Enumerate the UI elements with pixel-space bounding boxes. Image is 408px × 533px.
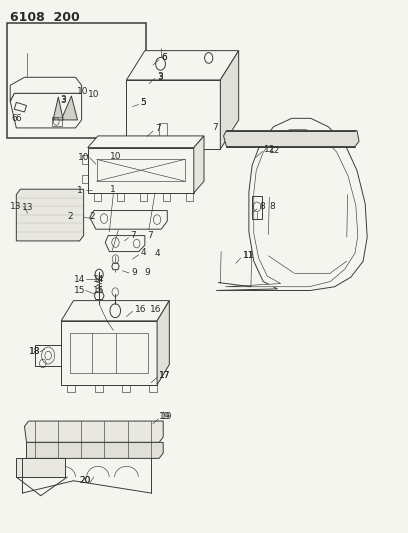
Polygon shape [225, 130, 358, 287]
Bar [94, 193, 101, 201]
Polygon shape [112, 263, 119, 270]
Bar [95, 385, 103, 392]
Text: 15: 15 [93, 286, 104, 295]
Text: 10: 10 [110, 152, 122, 161]
Text: 1: 1 [77, 186, 82, 195]
Text: 11: 11 [243, 252, 254, 260]
Text: 19: 19 [159, 413, 171, 421]
Bar [186, 193, 193, 201]
Text: 17: 17 [159, 372, 171, 380]
Bar [117, 193, 124, 201]
Bar [163, 193, 170, 201]
Bar [52, 117, 62, 126]
Text: 8: 8 [259, 203, 265, 211]
Text: 11: 11 [243, 252, 254, 260]
Text: 6: 6 [11, 115, 17, 123]
Text: 10: 10 [78, 154, 90, 162]
Text: 16: 16 [150, 305, 162, 313]
Polygon shape [88, 136, 204, 148]
Text: 6: 6 [16, 114, 21, 123]
Polygon shape [27, 442, 163, 458]
Bar [149, 385, 157, 392]
Polygon shape [94, 292, 104, 300]
Polygon shape [24, 421, 163, 442]
Text: 13: 13 [10, 203, 22, 211]
Polygon shape [14, 102, 27, 112]
Bar [140, 193, 147, 201]
Bar [70, 333, 148, 373]
Polygon shape [126, 51, 239, 80]
Text: 20: 20 [80, 477, 91, 485]
Text: 1: 1 [110, 185, 116, 193]
Text: 4: 4 [155, 249, 161, 257]
Bar [82, 175, 88, 183]
Bar [7, 23, 146, 138]
Text: 16: 16 [135, 305, 146, 313]
Text: 18: 18 [29, 348, 41, 356]
Polygon shape [10, 93, 82, 128]
Text: 9: 9 [131, 269, 137, 277]
Text: 8: 8 [269, 203, 275, 211]
Text: 2: 2 [90, 213, 95, 221]
Text: 20: 20 [80, 477, 91, 485]
Text: 14: 14 [93, 275, 104, 284]
Text: 6108  200: 6108 200 [10, 11, 80, 23]
Polygon shape [88, 148, 194, 193]
Text: 18: 18 [29, 348, 41, 356]
Text: 7: 7 [155, 125, 161, 133]
Text: 15: 15 [74, 286, 86, 295]
Text: 3: 3 [157, 73, 163, 82]
Polygon shape [105, 236, 145, 252]
Bar [194, 175, 200, 183]
Bar [159, 123, 167, 139]
Polygon shape [16, 458, 65, 477]
Text: 10: 10 [88, 91, 99, 99]
Text: 9: 9 [145, 269, 151, 277]
Text: 14: 14 [74, 275, 86, 284]
Polygon shape [10, 77, 82, 101]
Polygon shape [194, 136, 204, 193]
Bar [82, 155, 88, 164]
Text: 3: 3 [60, 95, 66, 103]
Polygon shape [220, 51, 239, 149]
Polygon shape [35, 345, 61, 366]
Text: 3: 3 [60, 96, 66, 104]
Text: 7: 7 [147, 231, 153, 240]
Bar [67, 385, 75, 392]
Text: 5: 5 [141, 98, 146, 107]
Polygon shape [53, 97, 63, 120]
Polygon shape [61, 321, 157, 385]
Text: 12: 12 [264, 145, 276, 154]
Polygon shape [90, 211, 167, 229]
Bar [122, 385, 130, 392]
Polygon shape [224, 131, 359, 147]
Text: 12: 12 [269, 146, 281, 155]
Text: 3: 3 [157, 72, 163, 80]
Text: 6: 6 [161, 53, 167, 62]
Text: 7: 7 [131, 231, 136, 240]
Text: 6: 6 [161, 53, 167, 62]
Polygon shape [126, 80, 220, 149]
Polygon shape [216, 118, 367, 290]
Bar [194, 155, 200, 164]
Text: 7: 7 [212, 124, 218, 132]
Polygon shape [157, 301, 169, 385]
Polygon shape [61, 301, 169, 321]
Text: 13: 13 [22, 204, 34, 212]
Text: 17: 17 [159, 371, 171, 379]
Polygon shape [61, 96, 78, 120]
Text: 10: 10 [77, 87, 88, 96]
Bar [97, 159, 185, 181]
Bar [252, 196, 262, 219]
Text: 2: 2 [67, 213, 73, 221]
Text: 19: 19 [161, 413, 173, 421]
Text: 4: 4 [141, 248, 146, 257]
Text: 5: 5 [141, 98, 146, 107]
Polygon shape [16, 189, 84, 241]
